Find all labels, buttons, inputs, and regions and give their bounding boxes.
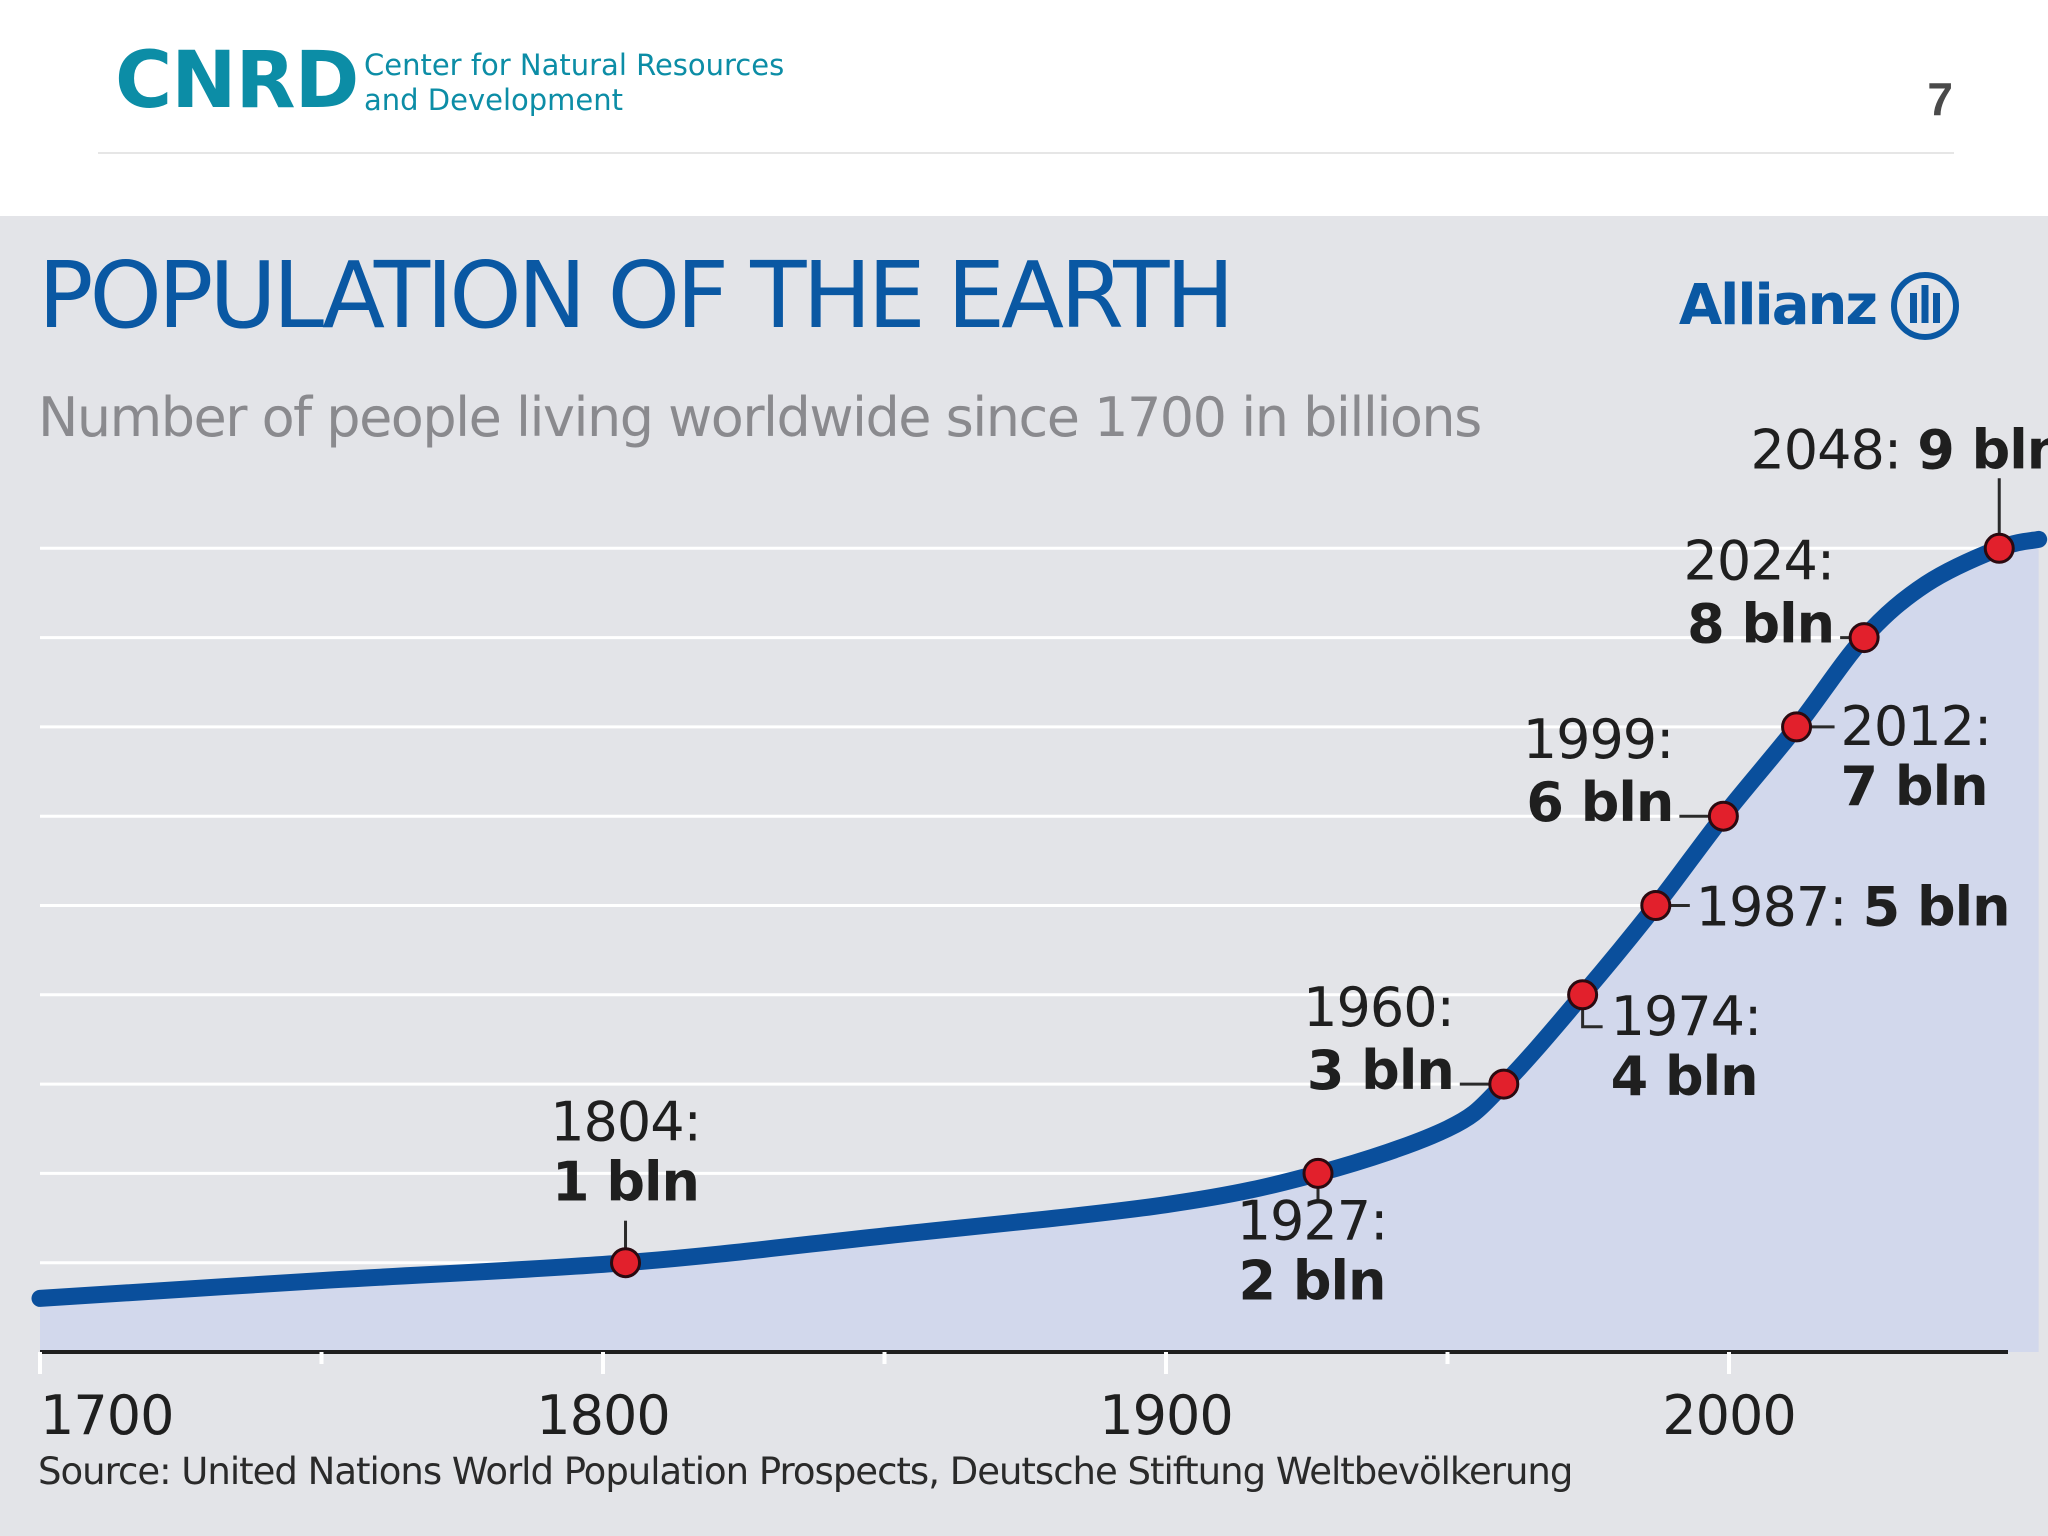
brand-name: Allianz [1678,273,1878,338]
milestone-year: 1927: [1237,1189,1388,1252]
x-tick-label: 1800 [536,1384,669,1447]
cnrd-logo: CNRD [115,36,359,126]
milestone-value: 6 bln [1526,771,1673,834]
chart-plot: 1804:1 bln 1927:2 bln 1960:3 bln 1974:4 bln… [31,418,2048,1447]
org-name-line1: Center for Natural Resources [364,48,785,82]
org-name-line2: and Development [364,83,624,117]
population-area [40,539,2039,1352]
milestone-marker [1567,979,1599,1011]
milestone-year: 1999: [1523,708,1674,771]
x-tick-label: 1900 [1099,1384,1232,1447]
milestone-value: 2 bln [1239,1249,1386,1312]
population-chart: 1804: 1 bln 1927: 2 bln 1960: 3 bln 1974: 4 bln… [0,216,2048,1536]
milestone-marker [1488,1068,1520,1100]
milestone-label: 2048: 9 bln [1750,418,2048,481]
milestone-year: 2012: [1841,695,1992,758]
allianz-brand: Allianz [1679,271,1960,341]
milestone-value: 4 bln [1611,1045,1758,1108]
milestone-year: 2048: [1750,418,1917,481]
milestone-markers [610,532,2015,1279]
milestone-marker [610,1247,642,1279]
milestone-value: 5 bln [1863,876,2010,939]
milestone-year: 2024: [1683,530,1834,593]
milestone-year: 1987: [1696,876,1863,939]
header-divider [98,152,1954,154]
x-tick-label: 1700 [40,1384,173,1447]
milestone-year: 1960: [1303,976,1454,1039]
milestone-value: 9 bln [1917,418,2048,481]
milestone-value: 7 bln [1841,755,1988,818]
milestone-label: 1987: 5 bln [1696,876,2010,939]
chart-subtitle: Number of people living worldwide since … [38,386,1482,449]
milestone-marker [1707,800,1739,832]
org-name: Center for Natural Resources and Develop… [364,48,784,118]
allianz-eagle-icon [1891,272,1959,340]
chart-title: POPULATION OF THE EARTH [38,242,1235,349]
milestone-marker [1781,711,1813,743]
milestone-year: 1974: [1611,985,1762,1048]
milestone-marker [1848,622,1880,654]
gridlines [40,546,2008,1265]
chart-source: Source: United Nations World Population … [38,1450,1573,1493]
milestone-labels: 1804:1 bln 1927:2 bln 1960:3 bln 1974:4 bln… [550,418,2048,1312]
milestone-year: 1804: [550,1091,701,1154]
milestone-marker [1983,532,2015,564]
milestone-value: 1 bln [552,1151,699,1214]
x-tick-label: 2000 [1662,1384,1795,1447]
milestone-value: 8 bln [1687,593,1834,656]
milestone-marker [1302,1157,1334,1189]
milestone-marker [1640,890,1672,921]
slide-header: CNRD Center for Natural Resources and De… [0,0,2048,216]
x-axis: 1700 1800 1900 2000 [38,1350,2008,1447]
milestone-value: 3 bln [1307,1039,1454,1102]
page-number: 7 [1927,73,1953,125]
